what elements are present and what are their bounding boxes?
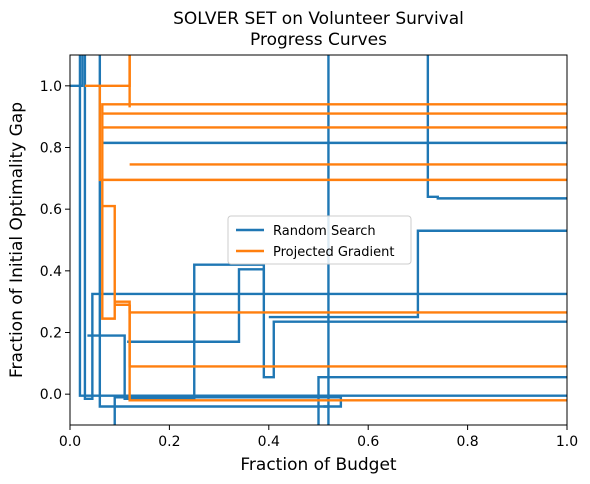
x-tick-label: 0.4 bbox=[258, 434, 280, 450]
x-tick-label: 0.8 bbox=[456, 434, 478, 450]
y-axis-label: Fraction of Initial Optimality Gap bbox=[7, 102, 27, 378]
y-tick-label: 0.6 bbox=[40, 202, 62, 218]
y-tick-label: 0.4 bbox=[40, 264, 62, 280]
legend: Random Search Projected Gradient bbox=[227, 215, 412, 265]
y-tick-label: 0.8 bbox=[40, 141, 62, 157]
progress-curve bbox=[113, 396, 343, 425]
chart-title: SOLVER SET on Volunteer SurvivalProgress… bbox=[173, 9, 464, 50]
progress-curve bbox=[87, 263, 266, 400]
x-tick-label: 0.6 bbox=[357, 434, 379, 450]
progress-curve bbox=[70, 55, 84, 88]
progress-curve bbox=[114, 300, 131, 306]
legend-box bbox=[227, 215, 412, 265]
progress-curve bbox=[98, 55, 329, 408]
y-tick-label: 0.2 bbox=[40, 326, 62, 342]
legend-entry-label: Random Search bbox=[273, 224, 376, 239]
progress-curve bbox=[78, 55, 567, 397]
x-tick-label: 0.2 bbox=[158, 434, 180, 450]
chart-title-line: SOLVER SET on Volunteer Survival bbox=[173, 9, 464, 29]
y-tick-label: 0.0 bbox=[40, 387, 62, 403]
progress-curve bbox=[268, 229, 567, 319]
axes-frame bbox=[69, 54, 568, 426]
series-group bbox=[70, 55, 567, 425]
y-axis-ticks: 0.0 0.2 0.4 0.6 0.8 1.0 bbox=[40, 79, 70, 403]
progress-curve bbox=[317, 376, 567, 425]
x-axis-ticks: 0.0 0.2 0.4 0.6 0.8 1.0 bbox=[59, 425, 578, 450]
plot-frame bbox=[69, 54, 568, 426]
progress-curve bbox=[83, 55, 567, 400]
series-projected-gradient bbox=[84, 55, 567, 402]
chart-title-line: Progress Curves bbox=[250, 30, 387, 50]
progress-curve bbox=[426, 55, 567, 200]
x-tick-label: 1.0 bbox=[556, 434, 578, 450]
x-tick-label: 0.0 bbox=[59, 434, 81, 450]
legend-entry-label: Projected Gradient bbox=[273, 245, 394, 260]
progress-curve bbox=[127, 268, 567, 379]
progress-curve bbox=[128, 304, 567, 402]
series-random-search bbox=[70, 55, 567, 425]
progress-curve bbox=[98, 85, 567, 182]
progress-curve bbox=[101, 103, 567, 320]
x-axis-label: Fraction of Budget bbox=[240, 455, 397, 475]
y-tick-label: 1.0 bbox=[40, 79, 62, 95]
